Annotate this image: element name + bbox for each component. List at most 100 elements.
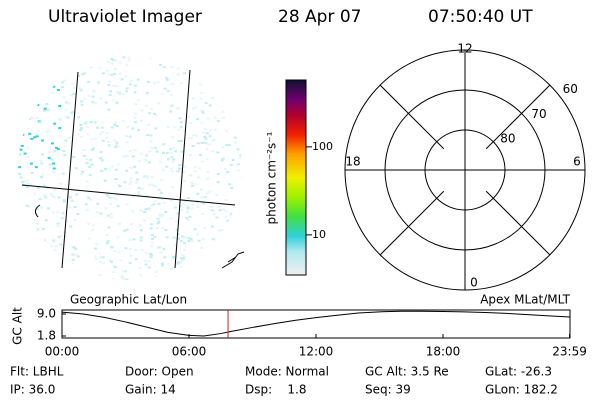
- speckle: [82, 62, 86, 65]
- speckle: [70, 262, 74, 265]
- speckle: [132, 238, 136, 241]
- speckle: [207, 255, 211, 258]
- speckle: [192, 134, 196, 137]
- speckle: [151, 237, 155, 240]
- footer-field: Gain: 14: [125, 383, 176, 397]
- speckle: [89, 158, 93, 161]
- mlt-label: 6: [573, 155, 581, 169]
- footer-field: IP: 36.0: [10, 383, 55, 397]
- speckle: [21, 133, 25, 136]
- speckle: [106, 140, 110, 143]
- speckle: [19, 122, 23, 125]
- speckle: [18, 118, 22, 121]
- speckle: [226, 171, 230, 174]
- speckle: [75, 193, 79, 196]
- speckle: [56, 270, 60, 273]
- speckle: [148, 112, 152, 115]
- speckle: [232, 274, 236, 277]
- speckle: [109, 203, 113, 206]
- speckle: [89, 198, 93, 201]
- speckle: [58, 117, 62, 120]
- speckle: [205, 157, 209, 160]
- speckle: [86, 195, 90, 198]
- speckle: [180, 235, 184, 238]
- speckle: [139, 229, 143, 232]
- speckle: [135, 171, 139, 174]
- speckle: [85, 120, 89, 123]
- speckle: [165, 236, 169, 239]
- speckle: [48, 73, 52, 76]
- speckle: [239, 262, 242, 265]
- speckle: [87, 197, 91, 200]
- speckle: [59, 243, 63, 246]
- speckle: [133, 121, 137, 124]
- speckle: [85, 162, 89, 165]
- lat-label: 70: [531, 107, 546, 121]
- speckle: [147, 161, 151, 164]
- speckle: [225, 229, 229, 232]
- speckle: [200, 160, 204, 163]
- lat-label: 80: [500, 132, 515, 146]
- footer-field: GC Alt: 3.5 Re: [365, 365, 449, 379]
- colorbar: [285, 79, 307, 276]
- speckle: [149, 245, 153, 248]
- speckle: [114, 59, 118, 62]
- speckle: [58, 264, 62, 267]
- speckle: [195, 199, 199, 202]
- mlt-label: 18: [345, 155, 360, 169]
- speckle: [205, 251, 209, 254]
- speckle: [72, 156, 76, 159]
- speckle: [61, 85, 65, 88]
- speckle: [39, 266, 43, 269]
- speckle: [227, 144, 231, 147]
- speckle: [74, 247, 78, 250]
- speckle: [185, 216, 189, 219]
- speckle: [237, 245, 241, 248]
- speckle: [46, 108, 50, 111]
- speckle: [122, 270, 126, 273]
- speckle: [238, 236, 242, 239]
- speckle: [36, 228, 40, 231]
- speckle: [140, 109, 144, 112]
- speckle: [74, 167, 78, 170]
- y-tick-label: 1.8: [37, 329, 56, 343]
- speckle: [217, 91, 221, 94]
- axis: [379, 190, 445, 256]
- speckle: [140, 248, 144, 251]
- speckle: [187, 239, 191, 242]
- speckle: [216, 239, 220, 242]
- speckle: [63, 58, 67, 61]
- speckle: [154, 275, 158, 278]
- speckle: [150, 147, 154, 150]
- speckle: [110, 165, 114, 168]
- speckle: [58, 60, 62, 63]
- speckle: [171, 56, 175, 59]
- speckle: [169, 217, 173, 220]
- speckle: [41, 153, 45, 156]
- speckle: [82, 72, 86, 75]
- speckle: [123, 229, 127, 232]
- speckle: [241, 105, 242, 108]
- speckle: [200, 77, 204, 80]
- speckle: [213, 116, 217, 119]
- speckle: [214, 247, 218, 250]
- speckle: [159, 251, 163, 254]
- speckle: [206, 117, 210, 120]
- speckle: [123, 270, 127, 273]
- speckle: [55, 71, 59, 74]
- speckle: [210, 205, 214, 208]
- speckle: [127, 56, 131, 59]
- speckle: [150, 241, 154, 244]
- speckle: [171, 186, 175, 189]
- speckle: [201, 111, 205, 114]
- speckle: [67, 136, 71, 139]
- speckle: [125, 228, 129, 231]
- speckle: [178, 164, 182, 167]
- speckle: [160, 198, 164, 201]
- speckle: [203, 127, 207, 130]
- speckle: [211, 238, 215, 241]
- speckle: [47, 207, 51, 210]
- speckle: [100, 126, 104, 129]
- speckle: [86, 208, 90, 211]
- speckle: [172, 236, 176, 239]
